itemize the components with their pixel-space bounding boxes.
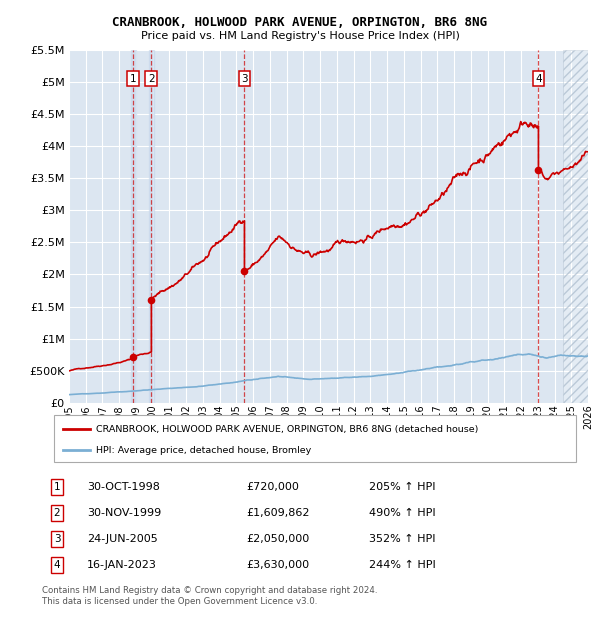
Text: 4: 4 [535, 74, 542, 84]
Text: 16-JAN-2023: 16-JAN-2023 [87, 560, 157, 570]
Text: 490% ↑ HPI: 490% ↑ HPI [369, 508, 436, 518]
Text: 4: 4 [53, 560, 61, 570]
Text: HPI: Average price, detached house, Bromley: HPI: Average price, detached house, Brom… [96, 446, 311, 455]
Text: £2,050,000: £2,050,000 [246, 534, 309, 544]
Text: 1: 1 [130, 74, 136, 84]
Text: 1: 1 [53, 482, 61, 492]
Text: £3,630,000: £3,630,000 [246, 560, 309, 570]
Text: CRANBROOK, HOLWOOD PARK AVENUE, ORPINGTON, BR6 8NG (detached house): CRANBROOK, HOLWOOD PARK AVENUE, ORPINGTO… [96, 425, 478, 434]
Text: 30-NOV-1999: 30-NOV-1999 [87, 508, 161, 518]
Text: 205% ↑ HPI: 205% ↑ HPI [369, 482, 436, 492]
Text: Price paid vs. HM Land Registry's House Price Index (HPI): Price paid vs. HM Land Registry's House … [140, 31, 460, 41]
Text: 3: 3 [53, 534, 61, 544]
Text: CRANBROOK, HOLWOOD PARK AVENUE, ORPINGTON, BR6 8NG: CRANBROOK, HOLWOOD PARK AVENUE, ORPINGTO… [113, 16, 487, 29]
Text: This data is licensed under the Open Government Licence v3.0.: This data is licensed under the Open Gov… [42, 597, 317, 606]
Text: 24-JUN-2005: 24-JUN-2005 [87, 534, 158, 544]
Text: 244% ↑ HPI: 244% ↑ HPI [369, 560, 436, 570]
Bar [131, 50, 136, 403]
Text: £720,000: £720,000 [246, 482, 299, 492]
Text: 352% ↑ HPI: 352% ↑ HPI [369, 534, 436, 544]
Text: 30-OCT-1998: 30-OCT-1998 [87, 482, 160, 492]
Text: 2: 2 [53, 508, 61, 518]
Text: £1,609,862: £1,609,862 [246, 508, 310, 518]
Text: 2: 2 [148, 74, 155, 84]
Text: 3: 3 [241, 74, 248, 84]
Bar [149, 50, 154, 403]
Text: Contains HM Land Registry data © Crown copyright and database right 2024.: Contains HM Land Registry data © Crown c… [42, 586, 377, 595]
